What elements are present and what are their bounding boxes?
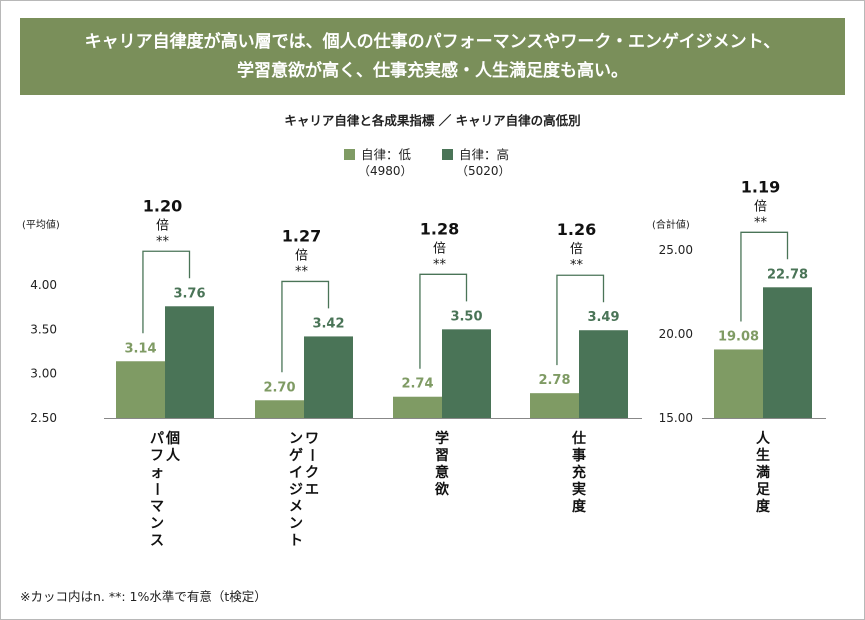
category-label-char: 充 (572, 464, 586, 481)
bar-low (116, 361, 165, 418)
category-label-char: マ (150, 499, 164, 515)
bar-high (763, 287, 812, 418)
y-tick-label: 3.50 (30, 322, 57, 336)
category-label-char: 生 (756, 447, 770, 464)
significance-bracket (281, 280, 330, 373)
bar-high (165, 306, 214, 418)
category-label-char: 個 (165, 430, 180, 447)
data-label-high: 3.50 (450, 309, 482, 324)
ratio-unit: 倍 (433, 241, 446, 256)
ratio-value: 1.28 (420, 219, 459, 238)
headline-line-2: 学習意欲が高く、仕事充実感・人生満足度も高い。 (237, 60, 628, 81)
category-label-char: ォ (150, 465, 164, 481)
data-label-high: 3.76 (173, 286, 205, 301)
y-axis-unit-label: (合計値) (652, 218, 690, 231)
bar-low (714, 349, 763, 418)
category-label-char: メ (289, 499, 303, 515)
data-label-low: 2.70 (263, 380, 295, 395)
category-label-char: ト (289, 533, 303, 549)
significance-marker: ** (295, 264, 309, 279)
category-label-char: 欲 (434, 481, 449, 498)
bar-low (393, 396, 442, 418)
legend-swatch-high (442, 149, 453, 160)
legend-n-low: （4980） (358, 164, 413, 178)
category-label-char: ゲ (289, 447, 303, 464)
category-label-char: 度 (572, 498, 587, 515)
category-label-char: 仕 (571, 430, 586, 447)
category-label-char: 学 (435, 430, 449, 447)
data-label-high: 3.42 (312, 316, 344, 331)
data-label-high: 22.78 (767, 267, 808, 282)
category-label-char: 習 (435, 448, 449, 464)
significance-bracket (419, 273, 468, 369)
category-label-char: ワ (305, 431, 319, 447)
category-label-char: イ (289, 465, 303, 481)
bar-low (255, 400, 304, 418)
category-label-char: 度 (756, 498, 771, 515)
category-label-char: ー (148, 482, 164, 496)
legend-label-high: 自律：高 (459, 147, 510, 162)
data-label-low: 2.78 (538, 373, 570, 388)
data-label-low: 3.14 (124, 341, 156, 356)
data-label-low: 19.08 (718, 329, 759, 344)
headline-banner: キャリア自律度が高い層では、個人の仕事のパフォーマンスやワーク・エンゲイジメント… (20, 18, 845, 95)
significance-bracket (142, 250, 191, 334)
category-label-char: ン (289, 431, 303, 447)
data-label-high: 3.49 (587, 310, 619, 325)
category-label-char: ス (150, 533, 164, 549)
category-label-char: 人 (166, 447, 181, 464)
ratio-unit: 倍 (754, 199, 767, 214)
category-label-char: 実 (572, 481, 586, 498)
significance-bracket (556, 274, 605, 366)
significance-marker: ** (570, 258, 584, 273)
bar-high (304, 336, 353, 418)
ratio-value: 1.19 (741, 177, 780, 196)
footnote: ※カッコ内はn. **: 1%水準で有意（t検定） (20, 589, 267, 604)
y-tick-label: 4.00 (30, 278, 57, 292)
category-label-char: 事 (572, 447, 586, 464)
category-label-char: ー (303, 448, 319, 462)
category-label-char: エ (305, 482, 319, 498)
ratio-unit: 倍 (156, 218, 169, 233)
category-label-char: ク (305, 465, 319, 481)
legend-item-high: 自律：高 (442, 144, 509, 163)
category-label-char: ン (289, 516, 303, 532)
chart-title: キャリア自律と各成果指標 ／ キャリア自律の高低別 (284, 113, 581, 128)
headline-line-1: キャリア自律度が高い層では、個人の仕事のパフォーマンスやワーク・エンゲイジメント… (84, 31, 781, 52)
y-axis-unit-label: (平均値) (22, 218, 60, 231)
ratio-unit: 倍 (570, 242, 583, 257)
bar-high (579, 330, 628, 418)
y-tick-label: 2.50 (30, 411, 57, 425)
significance-bracket (740, 231, 789, 322)
significance-marker: ** (754, 215, 768, 230)
y-tick-label: 20.00 (659, 327, 693, 341)
ratio-value: 1.27 (282, 226, 321, 245)
bar-low (530, 393, 579, 418)
significance-marker: ** (156, 234, 170, 249)
category-label-char: 意 (435, 464, 449, 481)
ratio-value: 1.26 (557, 220, 596, 239)
significance-marker: ** (433, 257, 447, 272)
y-tick-label: 3.00 (30, 367, 57, 381)
bar-high (442, 329, 491, 418)
ratio-value: 1.20 (143, 196, 182, 215)
data-label-low: 2.74 (401, 377, 433, 392)
category-label-char: 満 (756, 464, 770, 481)
category-label-char: 足 (756, 482, 771, 498)
category-label-char: ジ (289, 482, 303, 498)
ratio-unit: 倍 (295, 248, 308, 263)
category-label-char: 人 (756, 430, 771, 447)
category-label-char: フ (150, 448, 164, 464)
legend-swatch-low (344, 149, 355, 160)
category-label-char: ン (150, 516, 164, 532)
legend-n-high: （5020） (456, 164, 511, 178)
category-label-char: パ (150, 431, 164, 447)
y-tick-label: 25.00 (659, 243, 693, 257)
legend-label-low: 自律：低 (361, 147, 412, 162)
y-tick-label: 15.00 (659, 411, 693, 425)
legend-item-low: 自律：低 (344, 144, 411, 163)
